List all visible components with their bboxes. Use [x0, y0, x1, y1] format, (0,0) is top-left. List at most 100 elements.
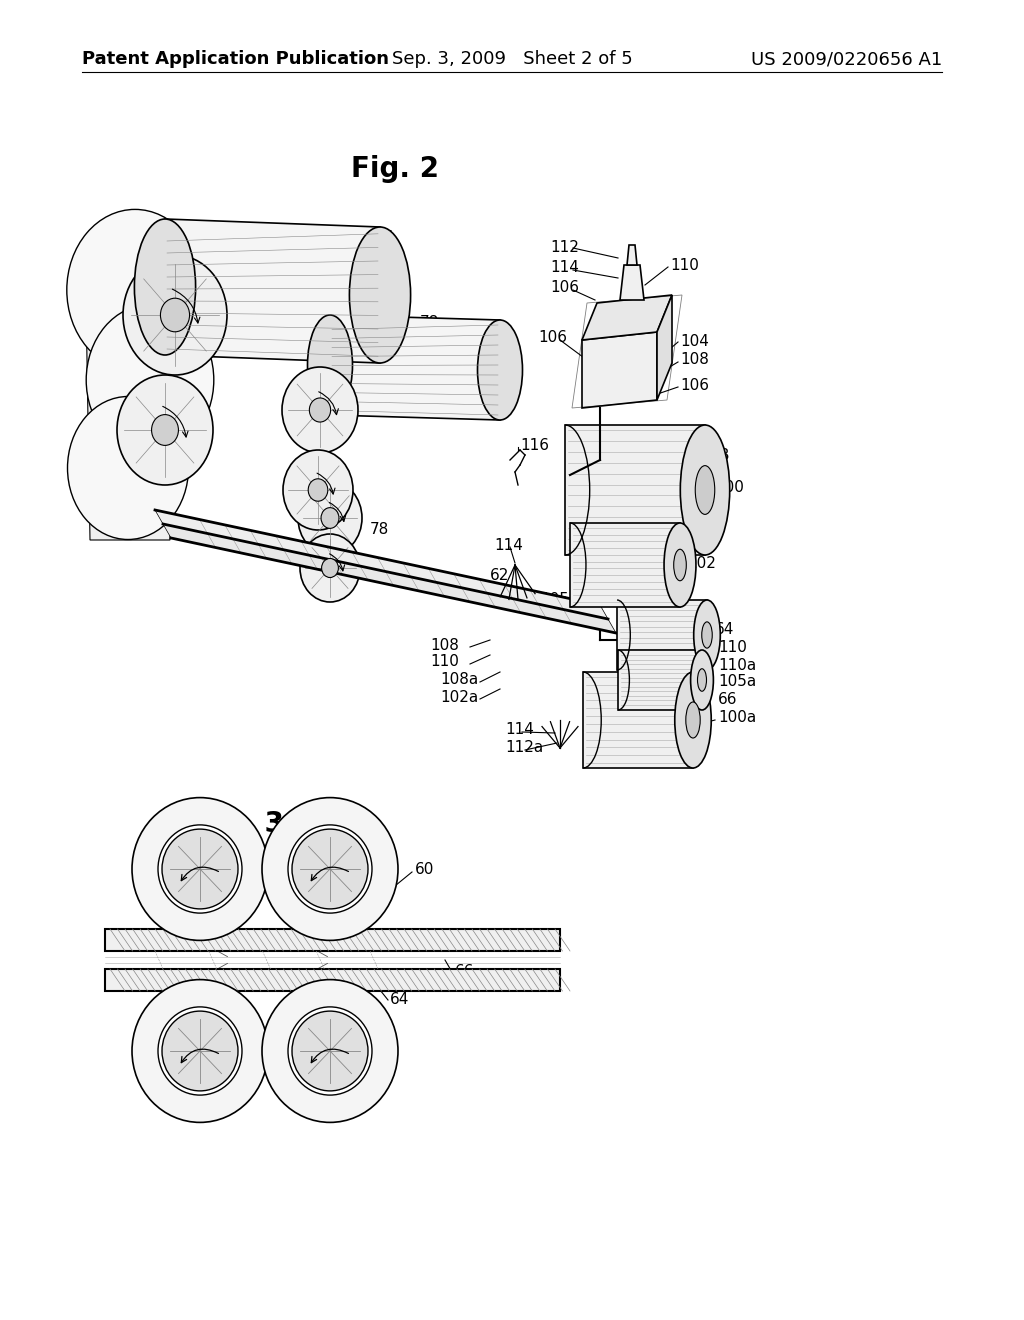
Text: 64: 64 — [715, 623, 734, 638]
Ellipse shape — [161, 298, 189, 331]
Ellipse shape — [298, 480, 362, 554]
Ellipse shape — [680, 425, 730, 554]
Ellipse shape — [134, 219, 196, 355]
Ellipse shape — [695, 466, 715, 515]
Ellipse shape — [158, 1007, 242, 1096]
Text: 105: 105 — [540, 593, 569, 607]
Ellipse shape — [307, 315, 352, 414]
Text: B: B — [718, 447, 728, 462]
Ellipse shape — [322, 508, 339, 528]
Text: A: A — [718, 465, 728, 479]
Polygon shape — [582, 333, 657, 408]
Text: 78: 78 — [370, 523, 389, 537]
Text: US 2009/0220656 A1: US 2009/0220656 A1 — [751, 50, 942, 69]
Polygon shape — [105, 969, 560, 991]
Ellipse shape — [697, 669, 707, 692]
Ellipse shape — [701, 622, 713, 648]
Text: 110a: 110a — [718, 657, 757, 672]
Ellipse shape — [300, 535, 360, 602]
Ellipse shape — [674, 549, 686, 581]
Text: Fig. 3: Fig. 3 — [196, 810, 284, 838]
Text: 76: 76 — [140, 1068, 160, 1082]
Ellipse shape — [675, 672, 712, 768]
Text: 106: 106 — [550, 281, 579, 296]
Polygon shape — [617, 601, 707, 671]
Text: 76: 76 — [140, 847, 160, 862]
Ellipse shape — [158, 825, 242, 913]
Text: 112a: 112a — [505, 741, 544, 755]
Ellipse shape — [123, 255, 227, 375]
Polygon shape — [570, 523, 680, 607]
Text: 78: 78 — [275, 847, 294, 862]
Text: 108: 108 — [430, 638, 459, 652]
Text: 108: 108 — [680, 352, 709, 367]
Text: 106: 106 — [655, 593, 684, 607]
Polygon shape — [330, 315, 500, 420]
Polygon shape — [620, 265, 644, 300]
Text: 114: 114 — [494, 537, 523, 553]
Text: 104: 104 — [680, 334, 709, 350]
Ellipse shape — [686, 702, 700, 738]
Text: 66: 66 — [718, 693, 737, 708]
Ellipse shape — [132, 797, 268, 940]
Text: 112: 112 — [550, 240, 579, 256]
Text: 116: 116 — [520, 437, 549, 453]
Text: 60: 60 — [415, 862, 434, 878]
Polygon shape — [582, 294, 672, 341]
Text: 110: 110 — [718, 640, 746, 656]
Ellipse shape — [322, 558, 338, 578]
Ellipse shape — [162, 829, 238, 909]
Text: 78: 78 — [285, 1077, 304, 1093]
Polygon shape — [618, 649, 702, 710]
Text: 78: 78 — [370, 570, 389, 586]
Polygon shape — [583, 672, 693, 768]
Text: 76: 76 — [375, 230, 394, 246]
Text: 108a: 108a — [440, 672, 478, 688]
Text: 66: 66 — [455, 965, 474, 979]
Ellipse shape — [132, 979, 268, 1122]
Ellipse shape — [664, 523, 696, 607]
Polygon shape — [657, 294, 672, 400]
Ellipse shape — [308, 479, 328, 502]
Text: 106: 106 — [538, 330, 567, 346]
Text: 64: 64 — [390, 993, 410, 1007]
Polygon shape — [155, 510, 608, 619]
Ellipse shape — [288, 825, 372, 913]
Polygon shape — [163, 524, 616, 634]
Text: 106: 106 — [680, 378, 709, 392]
Text: Sep. 3, 2009   Sheet 2 of 5: Sep. 3, 2009 Sheet 2 of 5 — [391, 50, 633, 69]
Ellipse shape — [152, 414, 178, 445]
Text: 78: 78 — [420, 315, 439, 330]
Ellipse shape — [477, 319, 522, 420]
Ellipse shape — [67, 210, 203, 371]
Ellipse shape — [262, 979, 398, 1122]
Text: 110: 110 — [670, 257, 698, 272]
Polygon shape — [85, 240, 170, 540]
Ellipse shape — [282, 367, 358, 453]
Ellipse shape — [117, 375, 213, 484]
Ellipse shape — [349, 227, 411, 363]
Polygon shape — [565, 425, 705, 554]
Text: 102: 102 — [687, 556, 716, 570]
Text: 102a: 102a — [440, 689, 478, 705]
Ellipse shape — [162, 1011, 238, 1090]
Ellipse shape — [292, 829, 368, 909]
Ellipse shape — [309, 397, 331, 422]
Ellipse shape — [292, 1011, 368, 1090]
Polygon shape — [105, 929, 560, 950]
Text: 100a: 100a — [718, 710, 757, 726]
Ellipse shape — [283, 450, 353, 531]
Ellipse shape — [693, 601, 720, 671]
Text: 114: 114 — [550, 260, 579, 276]
Text: 62: 62 — [490, 568, 509, 583]
Ellipse shape — [690, 649, 714, 710]
Ellipse shape — [68, 396, 188, 540]
Text: Fig. 2: Fig. 2 — [351, 154, 439, 183]
Polygon shape — [627, 246, 637, 265]
Text: 110: 110 — [430, 655, 459, 669]
Text: 105a: 105a — [718, 675, 757, 689]
Ellipse shape — [262, 797, 398, 940]
Text: Patent Application Publication: Patent Application Publication — [82, 50, 389, 69]
Ellipse shape — [86, 305, 214, 455]
Ellipse shape — [288, 1007, 372, 1096]
